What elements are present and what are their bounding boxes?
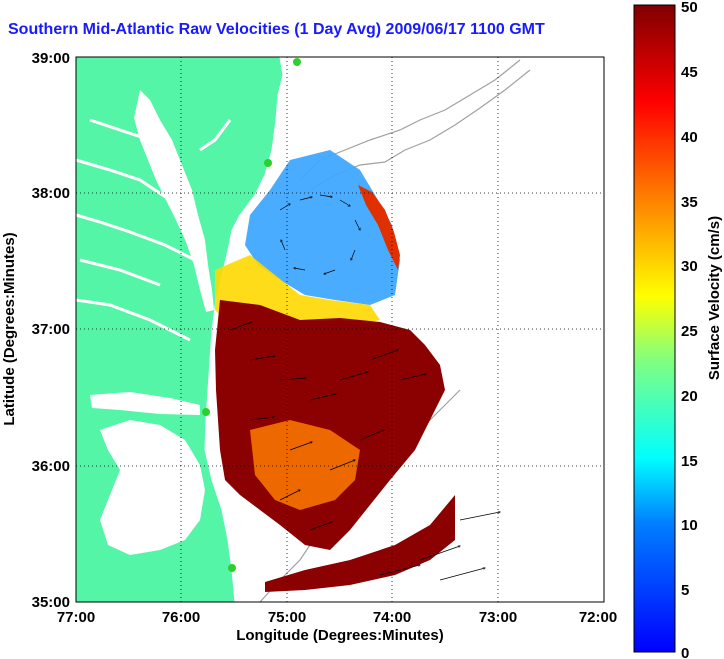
- x-tick-label: 76:00: [162, 609, 200, 626]
- colorbar: [633, 4, 676, 653]
- x-tick-label: 74:00: [373, 609, 411, 626]
- plot-frame: [75, 56, 605, 603]
- colorbar-tick-label: 15: [681, 453, 698, 470]
- colorbar-tick-label: 10: [681, 517, 698, 534]
- colorbar-tick-label: 35: [681, 194, 698, 211]
- station-marker: [228, 564, 236, 572]
- x-tick-label: 72:00: [579, 609, 617, 626]
- map-grid: [76, 57, 604, 602]
- colorbar-tick-label: 20: [681, 388, 698, 405]
- station-marker: [264, 159, 272, 167]
- rivers: [76, 118, 232, 342]
- velocity-warm-region: [250, 420, 360, 510]
- station-marker: [293, 58, 301, 66]
- station-marker: [202, 408, 210, 416]
- current-vectors: [229, 194, 500, 581]
- colorbar-tick-label: 40: [681, 129, 698, 146]
- y-tick-label: 35:00: [32, 594, 70, 611]
- y-axis-label: Latitude (Degrees:Minutes): [1, 232, 18, 425]
- colorbar-tick-label: 5: [681, 582, 689, 599]
- velocity-offshore-strip: [265, 495, 455, 592]
- colorbar-tick-label: 45: [681, 64, 698, 81]
- pamlico-sound: [100, 420, 205, 555]
- colorbar-tick-label: 0: [681, 645, 689, 659]
- y-tick-label: 37:00: [32, 321, 70, 338]
- colorbar-tick-label: 50: [681, 0, 698, 16]
- x-tick-label: 77:00: [57, 609, 95, 626]
- albemarle-sound: [90, 392, 200, 415]
- colorbar-tick-label: 30: [681, 258, 698, 275]
- x-axis-label: Longitude (Degrees:Minutes): [236, 627, 444, 644]
- y-tick-label: 36:00: [32, 458, 70, 475]
- colorbar-label: Surface Velocity (cm/s): [706, 216, 723, 380]
- chesapeake-bay: [134, 90, 214, 312]
- x-tick-label: 75:00: [268, 609, 306, 626]
- velocity-edge-patch: [358, 185, 400, 270]
- y-tick-label: 38:00: [32, 185, 70, 202]
- y-tick-label: 39:00: [32, 50, 70, 67]
- x-tick-label: 73:00: [479, 609, 517, 626]
- colorbar-tick-label: 25: [681, 323, 698, 340]
- map-title: Southern Mid-Atlantic Raw Velocities (1 …: [8, 21, 545, 38]
